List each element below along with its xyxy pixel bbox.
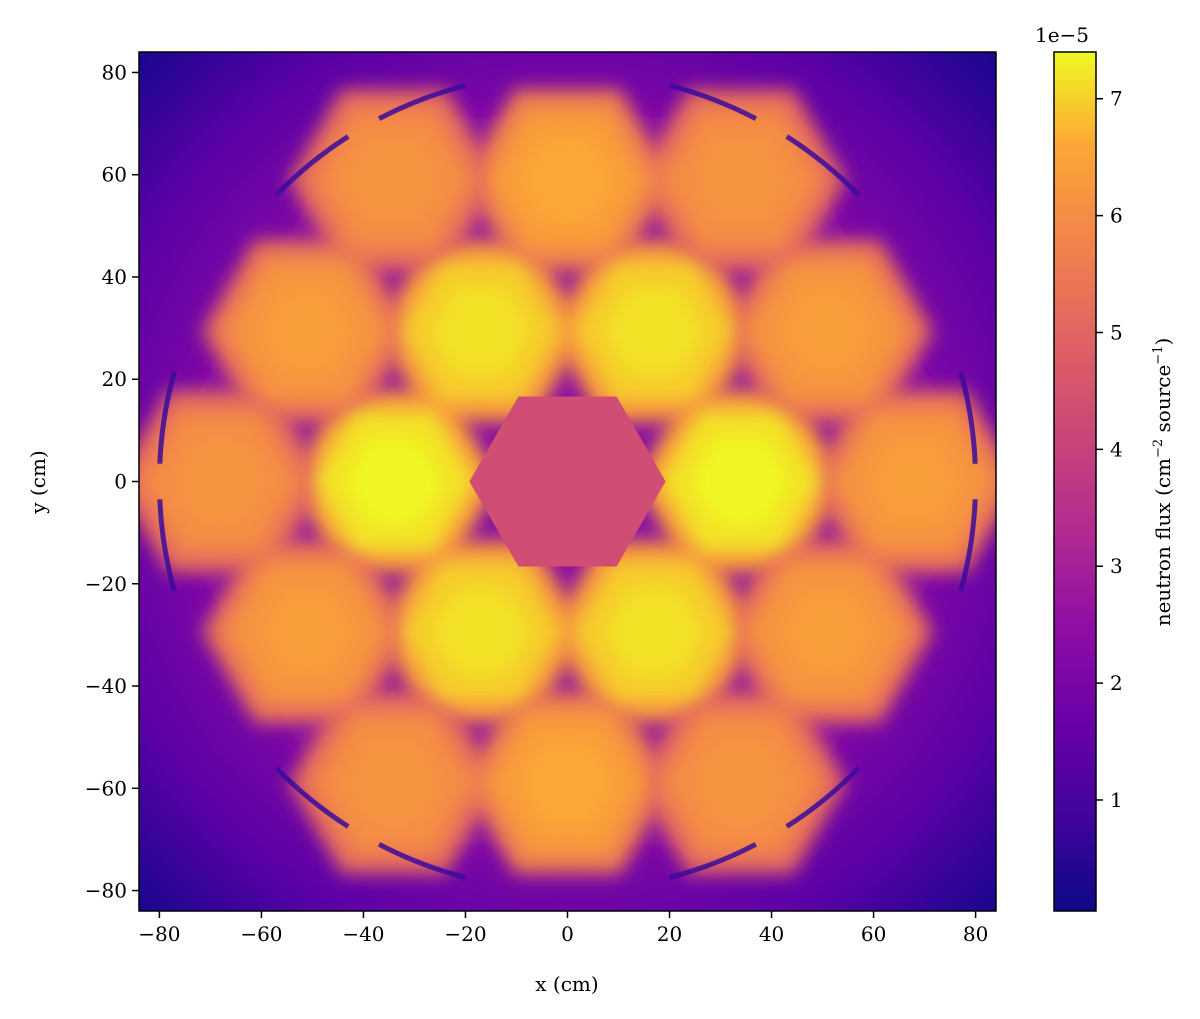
assembly-core-1	[604, 287, 705, 375]
control-arc-4-1	[785, 766, 861, 829]
y-axis-label: y (cm)	[26, 450, 50, 514]
y-tick-label-4: 0	[114, 470, 127, 494]
control-arc-2-1	[157, 499, 177, 592]
x-tick-label-7: 60	[861, 922, 886, 946]
colorbar-label-main: neutron flux (cm	[1151, 458, 1175, 626]
assembly-core-8	[690, 137, 791, 224]
y-tick-label-3: −20	[85, 572, 127, 596]
x-tick-label-8: 80	[963, 922, 988, 946]
colorbar-tick-label-2: 3	[1110, 554, 1123, 578]
colorbar-label-mid: source	[1151, 365, 1175, 439]
colorbar-tick-label-3: 4	[1110, 437, 1123, 461]
colorbar-tick-label-6: 7	[1110, 87, 1123, 111]
control-arc-1-0	[377, 83, 466, 121]
assembly-core-10	[344, 137, 445, 224]
colorbar-label: neutron flux (cm−2 source−1)	[1151, 338, 1175, 627]
control-arc-1-1	[274, 134, 350, 197]
x-tick-label-5: 20	[657, 922, 682, 946]
assembly-core-4	[430, 588, 531, 676]
center-assembly	[469, 396, 666, 567]
y-tick-label-6: 40	[102, 265, 127, 289]
colorbar: 1 2 3 4 5 6 7 1e−5 neutron flux (cm−2 source−1…	[1035, 23, 1175, 912]
control-arc-3-1	[377, 842, 466, 880]
colorbar-label-sup1: −2	[1151, 439, 1166, 458]
assembly-core-11	[257, 287, 358, 375]
assembly-core-17	[777, 588, 878, 676]
assembly-core-7	[777, 287, 878, 375]
y-tick-label-8: 80	[102, 60, 127, 84]
x-axis-label: x (cm)	[535, 972, 598, 996]
x-tick-label-3: −20	[444, 922, 486, 946]
colorbar-offset-text: 1e−5	[1035, 23, 1089, 47]
assembly-core-13	[257, 588, 358, 676]
control-arc-layer	[157, 83, 978, 880]
colorbar-tick-label-1: 2	[1110, 671, 1123, 695]
x-tick-label-0: −80	[138, 922, 180, 946]
plot-area	[139, 52, 996, 911]
colorbar-fill	[1053, 51, 1097, 912]
control-arc-5-0	[958, 499, 978, 592]
control-arc-0-0	[785, 134, 861, 197]
control-arc-5-1	[958, 371, 978, 464]
y-tick-label-2: −40	[85, 674, 127, 698]
x-tick-label-2: −40	[342, 922, 384, 946]
assembly-core-6	[864, 438, 965, 525]
assembly-layer	[139, 109, 996, 854]
x-tick-label-6: 40	[759, 922, 784, 946]
x-tick-label-4: 0	[561, 922, 574, 946]
y-tick-label-1: −60	[85, 776, 127, 800]
assembly-core-12	[170, 438, 271, 525]
colorbar-tick-label-5: 6	[1110, 204, 1123, 228]
assembly-core-2	[430, 287, 531, 375]
assembly-core-15	[517, 739, 618, 826]
colorbar-tick-label-0: 1	[1110, 788, 1123, 812]
assembly-core-5	[604, 588, 705, 676]
control-arc-0-1	[669, 83, 758, 121]
x-tick-label-1: −60	[240, 922, 282, 946]
assembly-core-9	[517, 137, 618, 224]
x-axis-ticks: −80 −60 −40 −20 0 20 40 60 80	[138, 911, 988, 946]
colorbar-label-sup2: −1	[1151, 346, 1166, 365]
assembly-core-3	[344, 438, 445, 525]
y-tick-label-7: 60	[102, 163, 127, 187]
control-arc-4-0	[669, 842, 758, 880]
y-axis-ticks: −80 −60 −40 −20 0 20 40 60 80	[85, 60, 139, 903]
assembly-core-16	[690, 739, 791, 826]
control-arc-3-0	[274, 766, 350, 829]
colorbar-label-end: )	[1151, 338, 1175, 346]
colorbar-tick-label-4: 5	[1110, 320, 1123, 344]
control-arc-2-0	[157, 371, 177, 464]
y-tick-label-5: 20	[102, 367, 127, 391]
assembly-core-0	[690, 438, 791, 525]
y-tick-label-0: −80	[85, 879, 127, 903]
colorbar-ticks: 1 2 3 4 5 6 7	[1096, 87, 1123, 812]
assembly-core-14	[344, 739, 445, 826]
